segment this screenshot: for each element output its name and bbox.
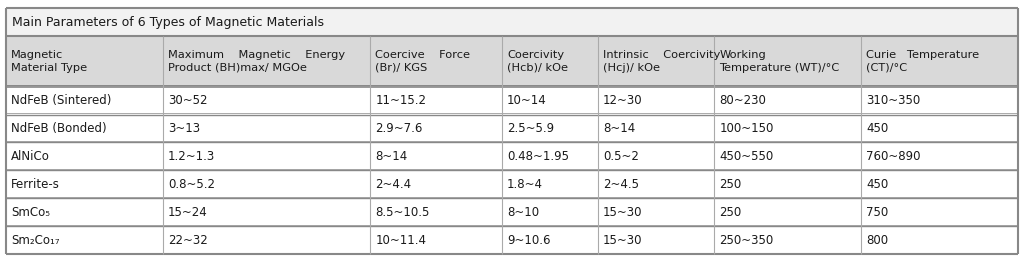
Bar <box>6 36 1018 87</box>
Text: 0.8~5.2: 0.8~5.2 <box>168 178 215 191</box>
Text: 10~11.4: 10~11.4 <box>376 234 426 247</box>
Text: 750: 750 <box>866 206 889 219</box>
Text: 2.5~5.9: 2.5~5.9 <box>507 122 554 135</box>
Text: Ferrite-s: Ferrite-s <box>11 178 60 191</box>
Bar <box>6 143 1018 170</box>
Text: 2~4.5: 2~4.5 <box>603 178 639 191</box>
Bar <box>6 170 1018 198</box>
Text: AlNiCo: AlNiCo <box>11 150 50 163</box>
Text: 15~24: 15~24 <box>168 206 208 219</box>
Text: 80~230: 80~230 <box>720 94 766 107</box>
Text: 0.48~1.95: 0.48~1.95 <box>507 150 569 163</box>
Bar <box>6 8 1018 36</box>
Text: 8.5~10.5: 8.5~10.5 <box>376 206 430 219</box>
Text: 1.8~4: 1.8~4 <box>507 178 543 191</box>
Text: NdFeB (Sintered): NdFeB (Sintered) <box>11 94 112 107</box>
Text: 2~4.4: 2~4.4 <box>376 178 412 191</box>
Bar <box>6 198 1018 226</box>
Text: 3~13: 3~13 <box>168 122 201 135</box>
Text: 10~14: 10~14 <box>507 94 547 107</box>
Bar <box>6 114 1018 143</box>
Text: 22~32: 22~32 <box>168 234 208 247</box>
Text: Magnetic
Material Type: Magnetic Material Type <box>11 50 87 73</box>
Text: 15~30: 15~30 <box>603 234 643 247</box>
Text: 2.9~7.6: 2.9~7.6 <box>376 122 423 135</box>
Text: 12~30: 12~30 <box>603 94 643 107</box>
Text: 8~14: 8~14 <box>603 122 635 135</box>
Bar <box>6 87 1018 114</box>
Text: 11~15.2: 11~15.2 <box>376 94 426 107</box>
Text: 100~150: 100~150 <box>720 122 774 135</box>
Text: 250~350: 250~350 <box>720 234 774 247</box>
Text: 250: 250 <box>720 206 741 219</box>
Text: 450: 450 <box>866 178 889 191</box>
Text: 1.2~1.3: 1.2~1.3 <box>168 150 215 163</box>
Text: 15~30: 15~30 <box>603 206 643 219</box>
Text: Working
Temperature (WT)/°C: Working Temperature (WT)/°C <box>720 50 840 73</box>
Text: 250: 250 <box>720 178 741 191</box>
Text: 8~14: 8~14 <box>376 150 408 163</box>
Text: Sm₂Co₁₇: Sm₂Co₁₇ <box>11 234 59 247</box>
Text: 450~550: 450~550 <box>720 150 774 163</box>
Text: 760~890: 760~890 <box>866 150 921 163</box>
Text: 310~350: 310~350 <box>866 94 921 107</box>
Bar <box>6 226 1018 254</box>
Text: Coercivity
(Hcb)/ kOe: Coercivity (Hcb)/ kOe <box>507 50 568 73</box>
Text: 30~52: 30~52 <box>168 94 208 107</box>
Text: SmCo₅: SmCo₅ <box>11 206 50 219</box>
Text: Coercive    Force
(Br)/ KGS: Coercive Force (Br)/ KGS <box>376 50 470 73</box>
Text: 450: 450 <box>866 122 889 135</box>
Text: Intrinsic    Coercivity
(Hcj)/ kOe: Intrinsic Coercivity (Hcj)/ kOe <box>603 50 721 73</box>
Text: Main Parameters of 6 Types of Magnetic Materials: Main Parameters of 6 Types of Magnetic M… <box>12 15 325 29</box>
Text: 800: 800 <box>866 234 888 247</box>
Text: Curie   Temperature
(CT)/°C: Curie Temperature (CT)/°C <box>866 50 979 73</box>
Text: 0.5~2: 0.5~2 <box>603 150 639 163</box>
Text: NdFeB (Bonded): NdFeB (Bonded) <box>11 122 106 135</box>
Text: 9~10.6: 9~10.6 <box>507 234 551 247</box>
Text: 8~10: 8~10 <box>507 206 539 219</box>
Text: Maximum    Magnetic    Energy
Product (BH)max/ MGOe: Maximum Magnetic Energy Product (BH)max/… <box>168 50 345 73</box>
